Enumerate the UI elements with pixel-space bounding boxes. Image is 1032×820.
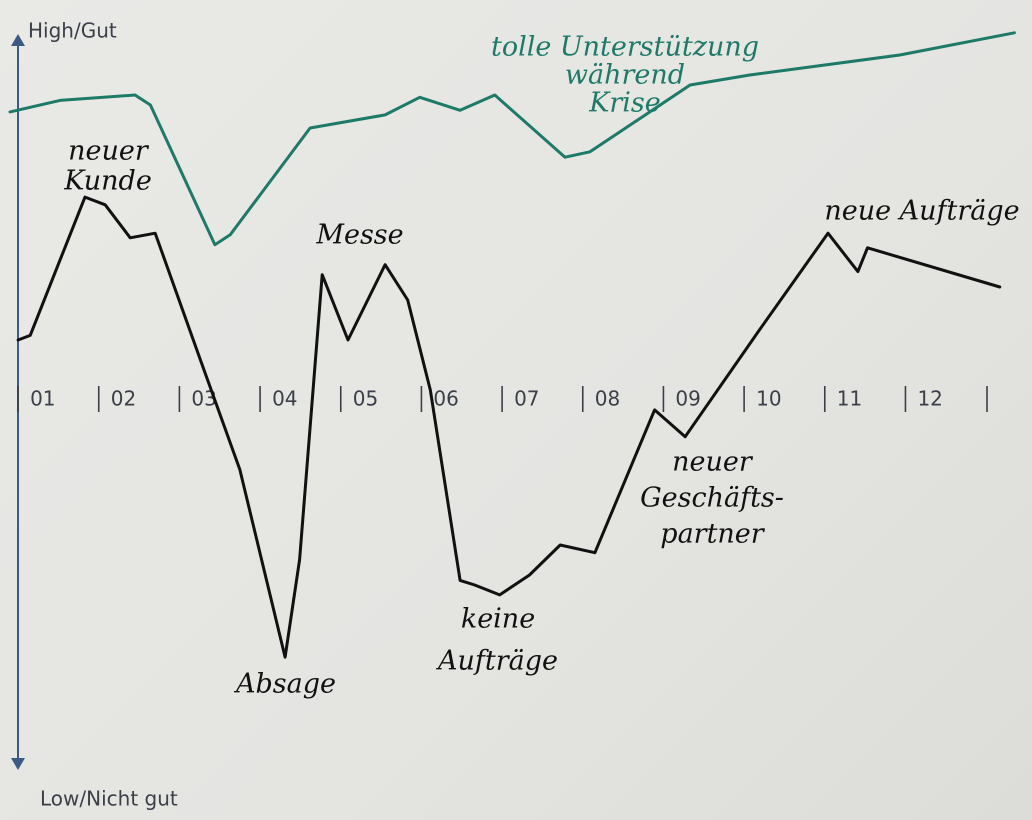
annotation: neuer (672, 447, 754, 478)
x-tick-label: 04 (272, 387, 297, 411)
x-tick-label: 09 (675, 387, 700, 411)
x-tick-label: 06 (433, 387, 458, 411)
annotation: Messe (315, 220, 403, 251)
x-tick-label: 12 (917, 387, 942, 411)
annotation: Kunde (63, 166, 152, 197)
annotation: Krise (588, 88, 661, 119)
annotation: während (565, 60, 685, 91)
series-line (18, 197, 1000, 657)
y-axis-arrow-down (11, 758, 25, 770)
x-tick-label: 10 (756, 387, 781, 411)
annotation: tolle Unterstützung (491, 32, 759, 63)
x-tick-label: 07 (514, 387, 539, 411)
chart: Low/Nicht gutHigh/Gut0102030405060708091… (0, 0, 1032, 820)
x-tick-label: 08 (595, 387, 620, 411)
x-tick-label: 05 (353, 387, 378, 411)
x-tick-label: 11 (837, 387, 862, 411)
annotation: partner (660, 519, 766, 550)
y-axis-arrow-up (11, 34, 25, 46)
annotation: Absage (233, 669, 336, 700)
annotation: neue Aufträge (824, 196, 1019, 227)
annotation: Aufträge (435, 646, 558, 677)
annotation: keine (461, 604, 535, 635)
x-tick-label: 01 (30, 387, 55, 411)
y-tick-label: High/Gut (28, 19, 117, 43)
y-tick-label: Low/Nicht gut (40, 787, 178, 811)
annotation: neuer (68, 136, 150, 167)
annotation: Geschäfts- (640, 483, 784, 514)
x-tick-label: 02 (111, 387, 136, 411)
